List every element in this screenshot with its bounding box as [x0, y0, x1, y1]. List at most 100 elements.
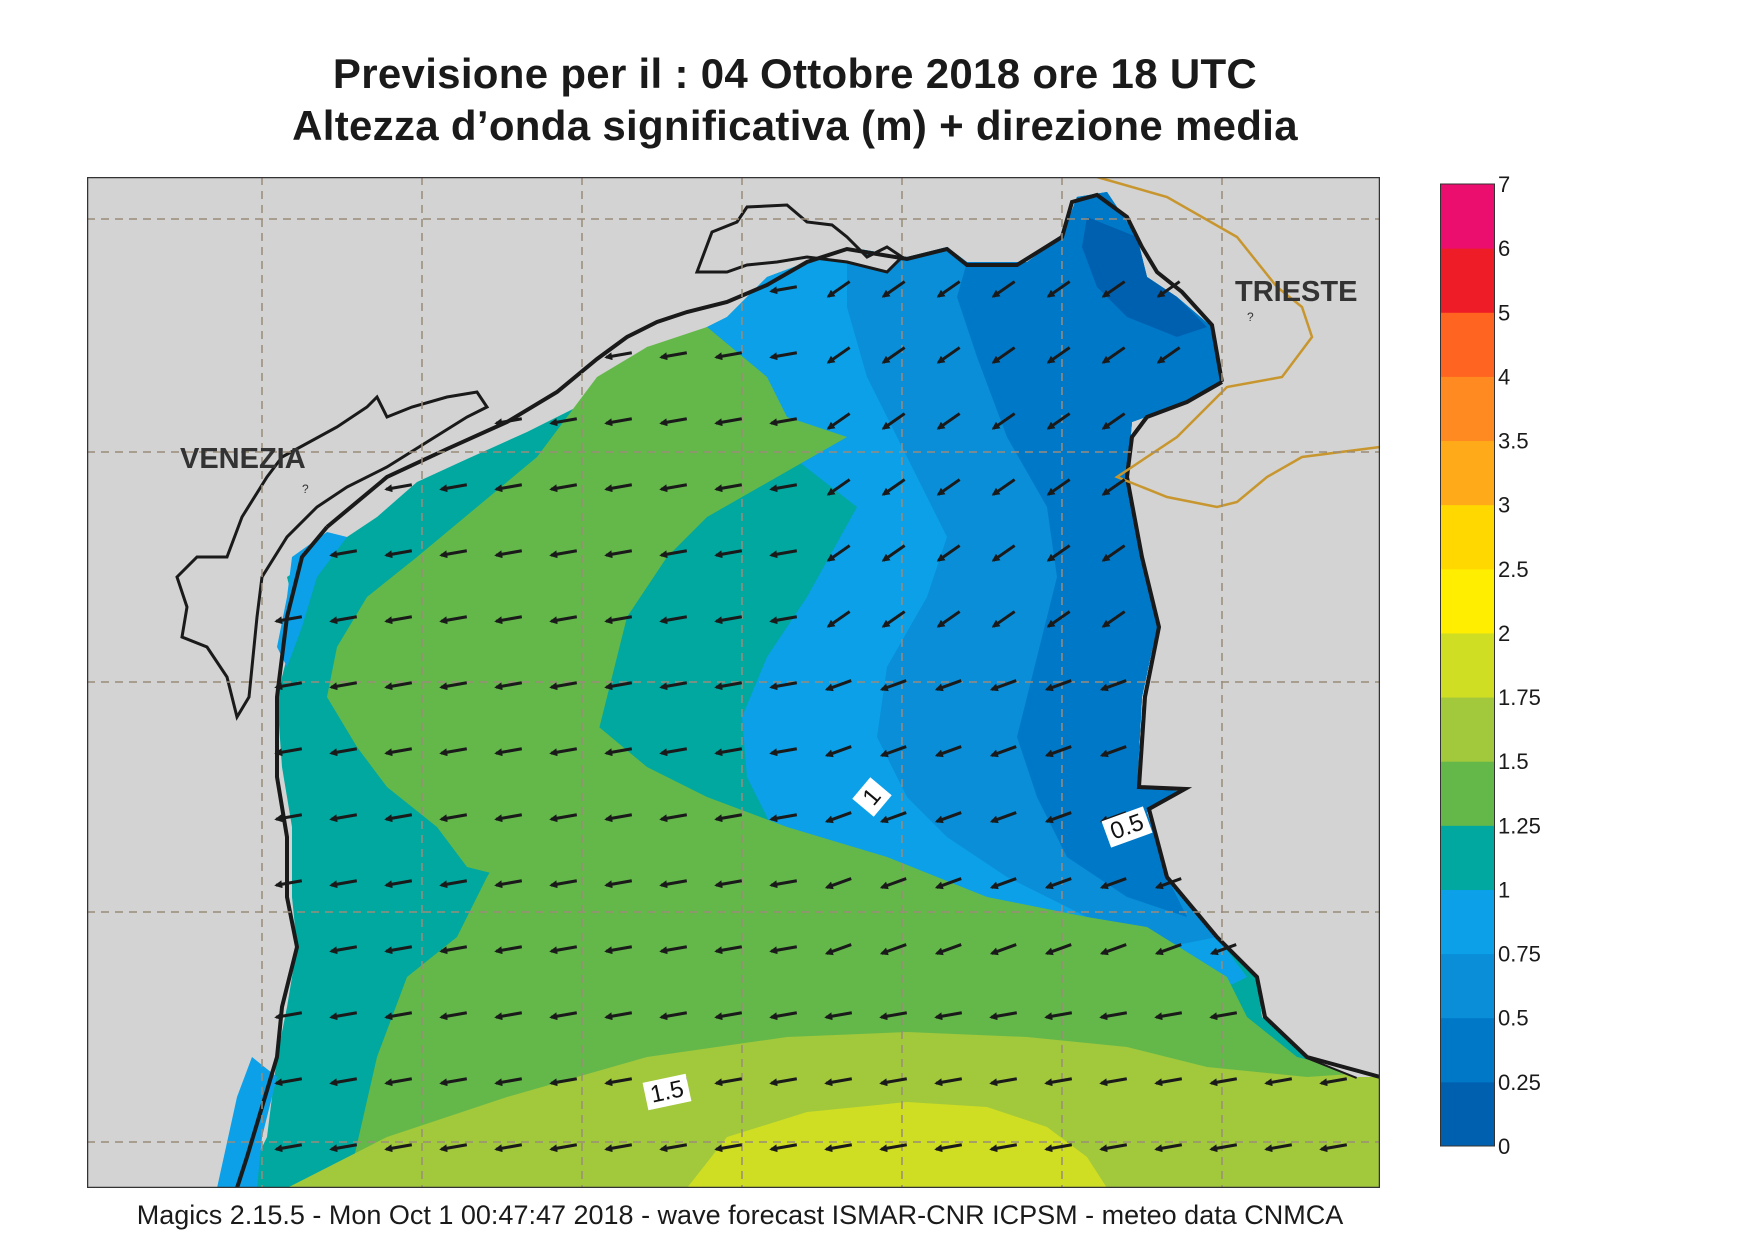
forecast-title: Previsione per il : 04 Ottobre 2018 ore …: [332, 50, 1258, 97]
direction-arrow: [936, 412, 961, 430]
direction-arrow: [659, 417, 688, 427]
direction-arrow: [549, 681, 578, 691]
direction-arrow: [659, 945, 688, 955]
direction-arrow: [439, 483, 468, 493]
direction-arrow: [769, 1011, 798, 1021]
direction-arrow: [604, 681, 633, 691]
direction-arrow: [934, 1011, 963, 1021]
direction-arrow: [881, 478, 906, 496]
direction-arrow: [494, 417, 523, 427]
direction-arrow: [769, 945, 798, 955]
direction-arrow: [991, 280, 1016, 298]
direction-arrow: [1044, 679, 1072, 692]
direction-arrow: [1099, 1143, 1128, 1153]
direction-arrow: [826, 280, 851, 298]
direction-arrow: [604, 615, 633, 625]
direction-arrow: [824, 745, 852, 758]
direction-arrow: [274, 747, 303, 757]
colorbar-label: 7: [1498, 176, 1510, 197]
direction-arrow: [384, 813, 413, 823]
direction-arrow: [1101, 346, 1126, 364]
colorbar-label: 3: [1498, 493, 1510, 518]
direction-arrow: [714, 417, 743, 427]
direction-arrow: [989, 877, 1017, 890]
colorbar-label: 0.75: [1498, 942, 1541, 967]
map-frame: [86, 176, 1381, 1189]
direction-arrow: [824, 943, 852, 956]
direction-arrow: [991, 544, 1016, 562]
direction-arrow: [714, 945, 743, 955]
direction-arrow: [439, 681, 468, 691]
wave-height-map: 1 0.5 1.5 VENEZIA TRIESTE ? ?: [86, 176, 1381, 1189]
direction-arrow: [329, 1077, 358, 1087]
direction-arrow: [549, 1143, 578, 1153]
direction-arrow: [1099, 745, 1127, 758]
colorbar-swatch: [1440, 1081, 1494, 1147]
direction-arrow: [439, 1143, 468, 1153]
direction-arrow: [1319, 1077, 1348, 1087]
direction-arrow: [384, 747, 413, 757]
direction-arrow: [879, 943, 907, 956]
direction-arrow: [879, 811, 907, 824]
direction-arrow: [494, 483, 523, 493]
colorbar-swatch: [1440, 953, 1494, 1019]
direction-arrow: [714, 615, 743, 625]
direction-arrow: [714, 1143, 743, 1153]
direction-arrow: [934, 1077, 963, 1087]
colorbar-frame: [1440, 183, 1495, 1147]
direction-arrow: [879, 1011, 908, 1021]
direction-arrow: [659, 549, 688, 559]
colorbar-swatch: [1440, 312, 1494, 377]
direction-arrow: [494, 681, 523, 691]
direction-arrow: [274, 879, 303, 889]
colorbar-label: 3.5: [1498, 429, 1529, 454]
direction-arrow: [824, 679, 852, 692]
direction-arrow: [549, 879, 578, 889]
direction-arrow: [714, 879, 743, 889]
direction-arrow: [329, 1143, 358, 1153]
direction-arrow: [274, 615, 303, 625]
direction-arrow: [1044, 877, 1072, 890]
direction-arrow: [1046, 346, 1071, 364]
direction-arrow: [329, 747, 358, 757]
direction-arrow: [879, 679, 907, 692]
direction-arrow: [769, 879, 798, 889]
direction-arrow: [659, 879, 688, 889]
national-border: [1096, 177, 1380, 509]
direction-arrow: [494, 945, 523, 955]
direction-arrow: [549, 549, 578, 559]
direction-arrow: [1099, 877, 1127, 890]
direction-arrow: [714, 747, 743, 757]
direction-arrow: [769, 813, 798, 823]
direction-arrow: [769, 1077, 798, 1087]
direction-arrow: [659, 747, 688, 757]
direction-arrow: [879, 1077, 908, 1087]
colorbar: 0 0.25 0.5 0.75 1 1.25 1.5 1.75 2 2.5 3 3.5 4 5 6 7: [1440, 172, 1541, 1159]
direction-arrow: [549, 1011, 578, 1021]
graticule: [87, 177, 1380, 1188]
direction-arrow: [384, 1143, 413, 1153]
direction-arrow: [714, 1011, 743, 1021]
colorbar-label: 2.5: [1498, 557, 1529, 582]
colorbar-swatch: [1440, 248, 1494, 313]
direction-arrow: [824, 1143, 853, 1153]
direction-arrow: [604, 1077, 633, 1087]
direction-arrow: [604, 879, 633, 889]
direction-arrow: [439, 747, 468, 757]
direction-arrow: [549, 945, 578, 955]
direction-arrow: [1154, 1143, 1183, 1153]
colorbar-swatch: [1440, 376, 1494, 442]
direction-arrow: [824, 1011, 853, 1021]
direction-arrow: [384, 483, 413, 493]
direction-arrow: [659, 813, 688, 823]
direction-arrow: [881, 610, 906, 628]
direction-arrow: [879, 745, 907, 758]
direction-arrow: [936, 280, 961, 298]
direction-arrow: [659, 1011, 688, 1021]
direction-arrow: [826, 610, 851, 628]
direction-arrow: [934, 745, 962, 758]
direction-arrow: [936, 346, 961, 364]
direction-arrow: [384, 681, 413, 691]
direction-arrow: [769, 417, 798, 427]
direction-arrow: [714, 351, 743, 361]
